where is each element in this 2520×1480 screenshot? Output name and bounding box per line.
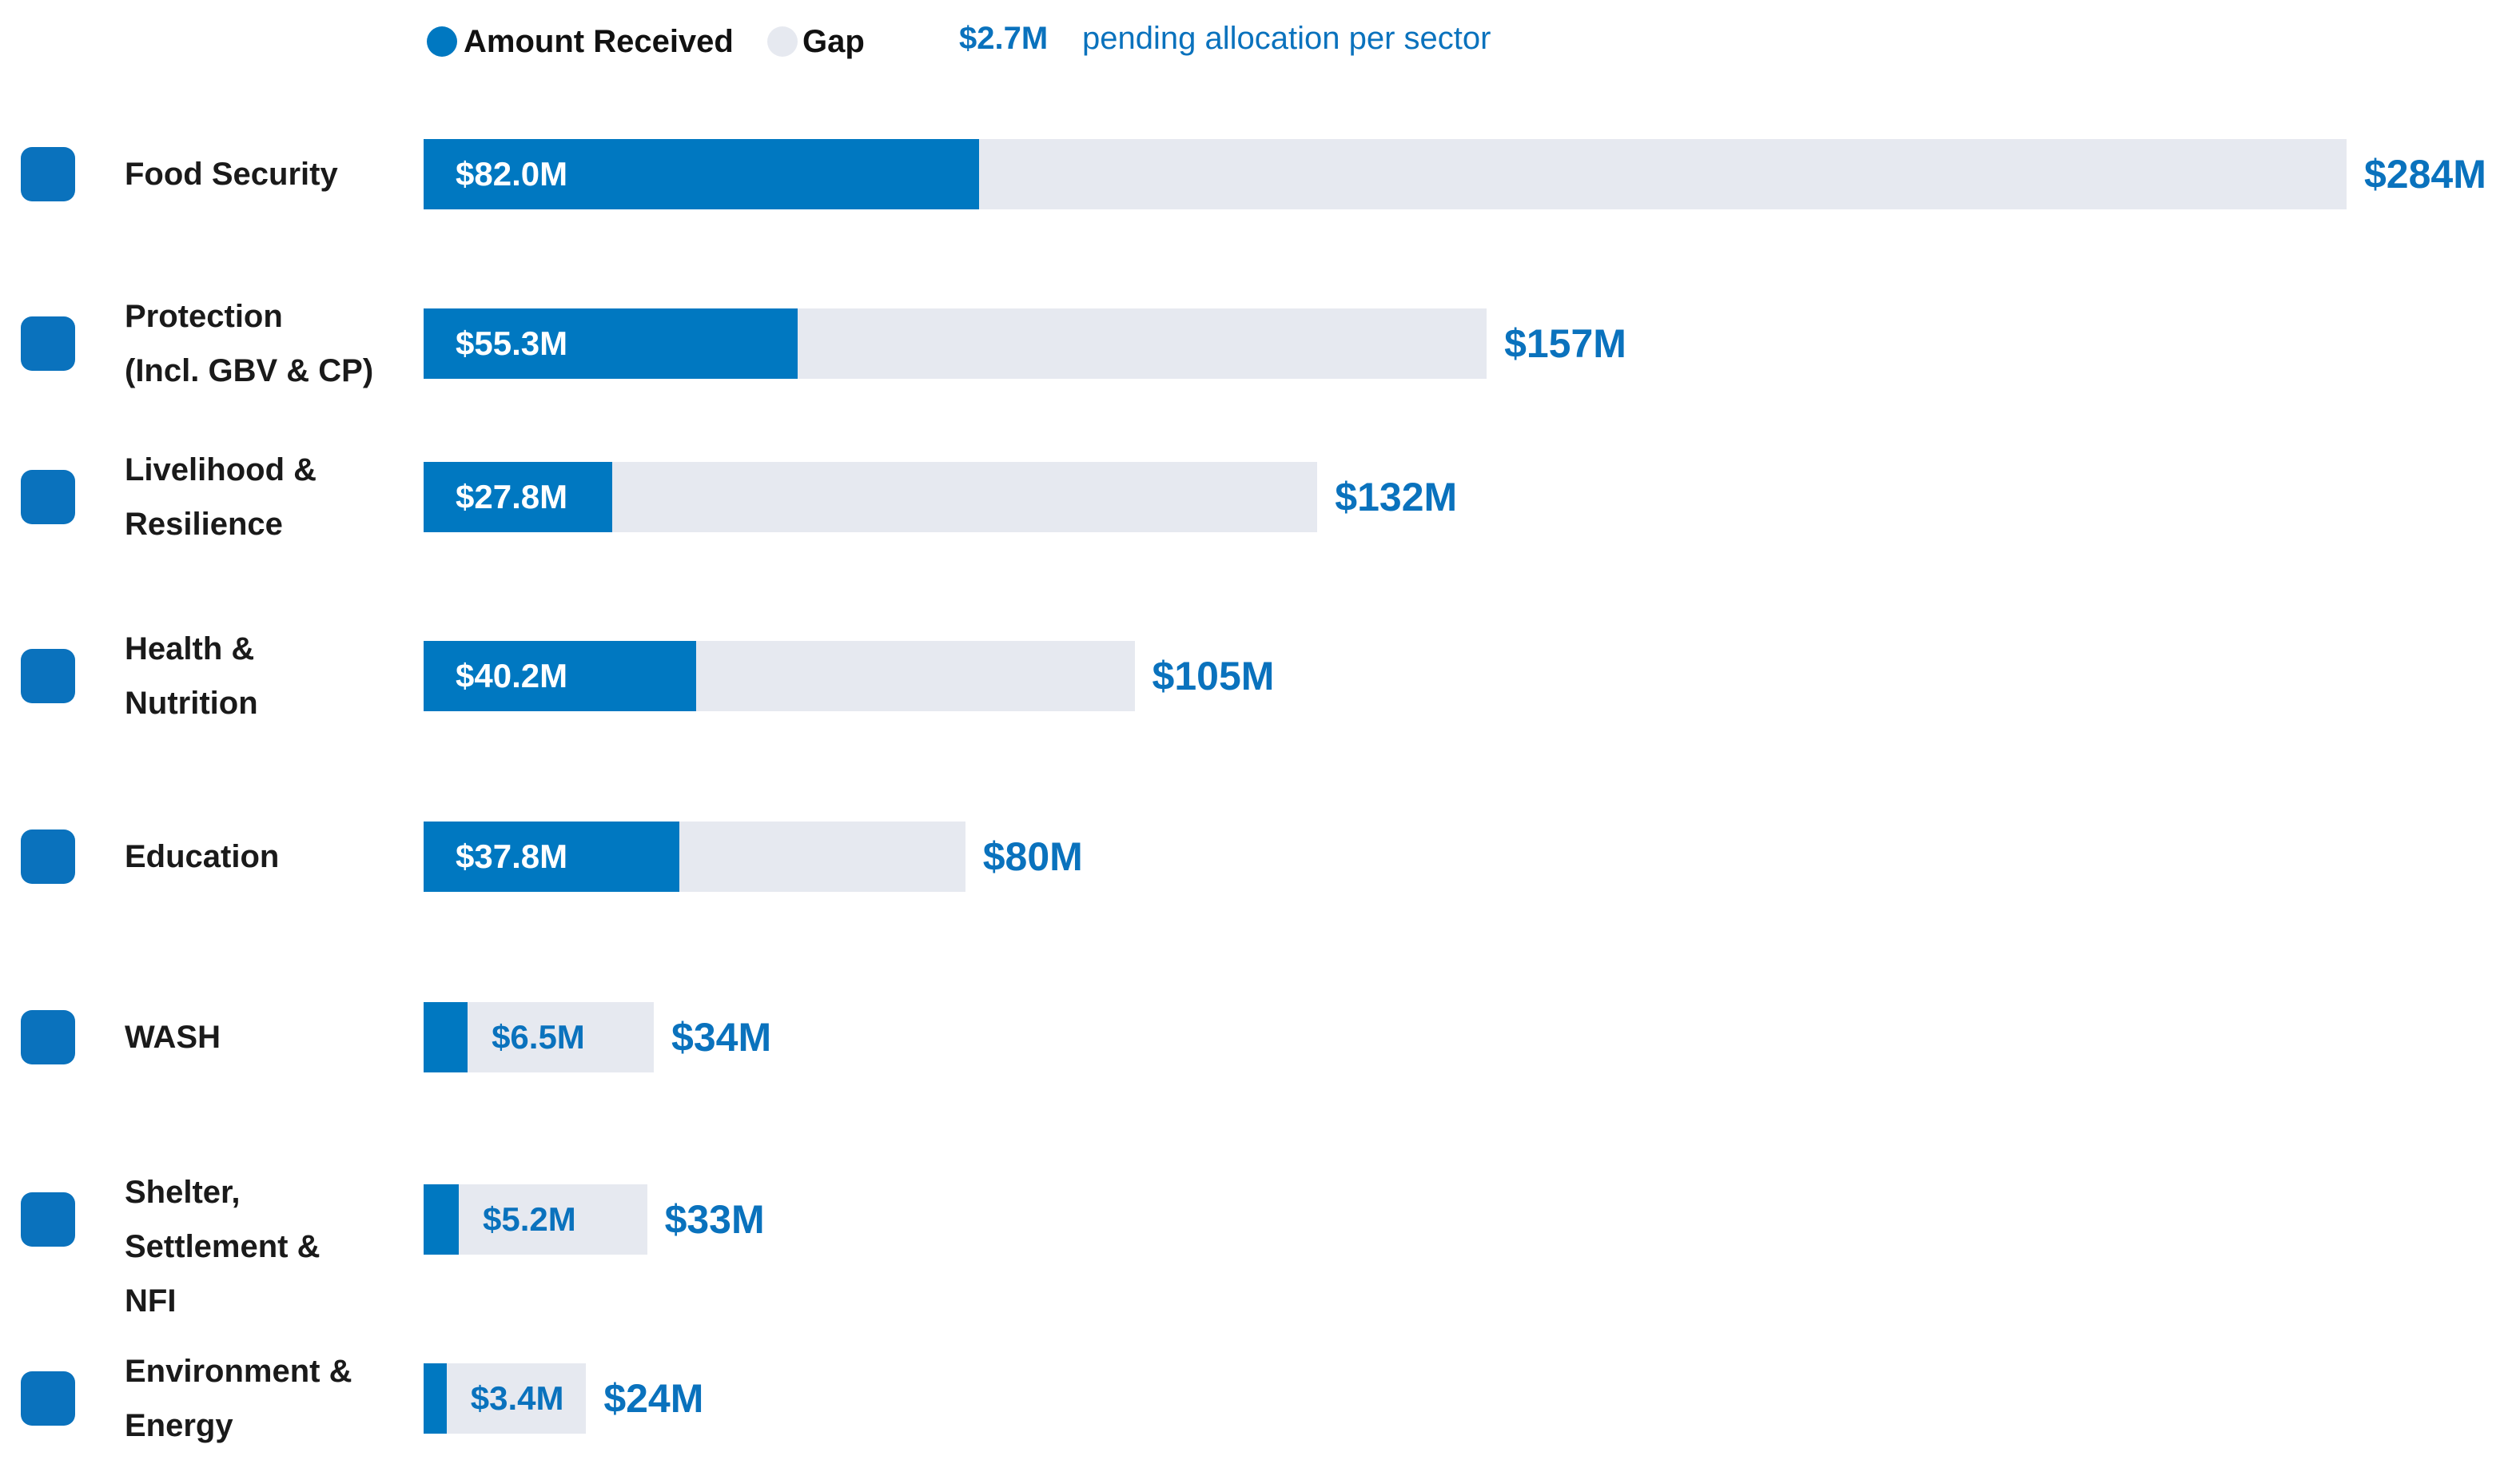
total-label: $105M <box>1152 654 1275 698</box>
received-label: $82.0M <box>456 155 568 193</box>
received-bar <box>424 308 798 379</box>
received-label: $5.2M <box>483 1200 576 1238</box>
gap-bar <box>679 822 965 892</box>
total-label: $132M <box>1335 475 1458 519</box>
received-bar <box>424 641 696 711</box>
gap-bar <box>468 1002 655 1072</box>
gap-bar <box>798 308 1487 379</box>
sector-icon <box>21 316 75 371</box>
received-label: $37.8M <box>456 837 568 875</box>
received-bar <box>424 1184 460 1255</box>
category-label: Protection (Incl. GBV & CP) <box>125 299 374 388</box>
sector-icon <box>21 649 75 703</box>
received-bar <box>424 1363 447 1434</box>
category-label: Shelter, Settlement & NFI <box>125 1175 320 1319</box>
received-label: $6.5M <box>492 1018 585 1056</box>
received-bar <box>424 462 612 532</box>
note-amount: $2.7M <box>959 21 1049 56</box>
category-label: Health & Nutrition <box>125 631 258 721</box>
gap-bar <box>459 1184 647 1255</box>
gap-bar <box>978 139 2347 209</box>
legend-swatch <box>767 26 798 57</box>
category-label: Education <box>125 839 280 874</box>
total-label: $157M <box>1504 321 1626 366</box>
received-label: $55.3M <box>456 324 568 362</box>
gap-bar <box>611 462 1318 532</box>
received-bar <box>424 139 979 209</box>
category-label: WASH <box>125 1020 221 1055</box>
received-label: $27.8M <box>456 478 568 515</box>
total-label: $284M <box>2364 152 2486 197</box>
note-text: pending allocation per sector <box>1082 21 1491 56</box>
total-label: $33M <box>664 1197 765 1242</box>
sector-icon <box>21 830 75 884</box>
category-label: Livelihood & Resilience <box>125 452 316 542</box>
legend-swatch <box>427 26 457 57</box>
sector-icon <box>21 1192 75 1247</box>
gap-bar <box>446 1363 587 1434</box>
received-bar <box>424 1002 468 1072</box>
category-label: Environment & Energy <box>125 1354 352 1443</box>
category-label: Food Security <box>125 157 338 192</box>
sector-icon <box>21 1010 75 1064</box>
total-label: $24M <box>603 1376 704 1421</box>
sector-icon <box>21 147 75 201</box>
total-label: $80M <box>982 834 1083 879</box>
sector-icon <box>21 1371 75 1426</box>
sector-icon <box>21 470 75 524</box>
gap-bar <box>695 641 1135 711</box>
total-label: $34M <box>671 1015 772 1060</box>
received-bar <box>424 822 680 892</box>
received-label: $3.4M <box>470 1379 564 1417</box>
legend-label: Gap <box>802 24 865 59</box>
legend-label: Amount Received <box>464 24 734 59</box>
received-label: $40.2M <box>456 657 568 694</box>
